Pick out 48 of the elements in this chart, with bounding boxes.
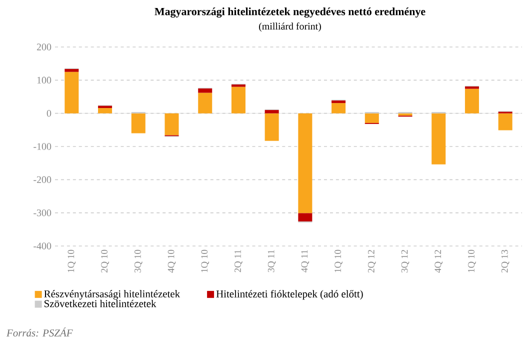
x-tick-label: 2Q 11: [234, 250, 242, 272]
x-tick-label: 3Q 12: [401, 250, 410, 272]
x-tick-label: 3Q 11: [268, 250, 276, 272]
y-tick-label: 200: [36, 44, 52, 50]
bar: [164, 113, 179, 136]
text: Forrás: PSZÁF: [6, 327, 73, 337]
legend-label: Hitelintézeti fióktelepek (adó előtt): [216, 290, 363, 300]
bar: [231, 84, 246, 87]
y-tick-label: -400: [34, 242, 52, 250]
x-tick-label: 1Q 10: [334, 250, 342, 272]
bar: [464, 88, 479, 114]
chart-title: Magyarországi hitelintézetek negyedéves nettó eredménye: [154, 8, 426, 18]
bar: [64, 68, 79, 72]
bar: [98, 108, 112, 114]
bar: [264, 110, 279, 114]
bar: [131, 113, 146, 134]
bar: [332, 103, 346, 114]
bar: [364, 113, 379, 123]
bar: [231, 86, 246, 114]
legend-label: Részvénytársasági hitelintézetek: [44, 290, 180, 300]
legend-label: Szövetkezeti hitelintézetek: [44, 300, 156, 308]
bar: [432, 113, 446, 164]
x-tick-label: 3Q 10: [134, 250, 142, 272]
bar: [198, 92, 212, 114]
bar: [298, 213, 312, 222]
y-tick-label: 0: [46, 110, 52, 117]
y-tick-label: 100: [37, 76, 52, 84]
x-tick-label: 4Q 10: [168, 250, 176, 273]
bar: [64, 72, 79, 114]
chart-subtitle: (milliárd forint): [259, 22, 321, 32]
x-tick-label: 2Q 12: [368, 250, 376, 272]
bar: [298, 113, 312, 214]
y-tick-label: -100: [34, 143, 52, 150]
x-tick-label: 1Q 10: [68, 250, 76, 272]
x-tick-label: 4Q 12: [434, 250, 443, 273]
x-tick-label: 4Q 11: [301, 250, 310, 272]
bar: [264, 113, 279, 141]
y-tick-label: -300: [34, 209, 52, 216]
bar: [198, 88, 212, 93]
bar: [98, 106, 112, 108]
x-tick-label: 1Q 10: [468, 250, 476, 272]
y-tick-label: -200: [34, 176, 52, 184]
x-tick-label: 1Q 10: [201, 250, 210, 272]
bar: [498, 113, 512, 130]
x-tick-label: 2Q 10: [101, 250, 109, 272]
bar: [464, 86, 479, 89]
x-tick-label: 2Q 13: [501, 250, 510, 272]
bar: [332, 100, 346, 104]
